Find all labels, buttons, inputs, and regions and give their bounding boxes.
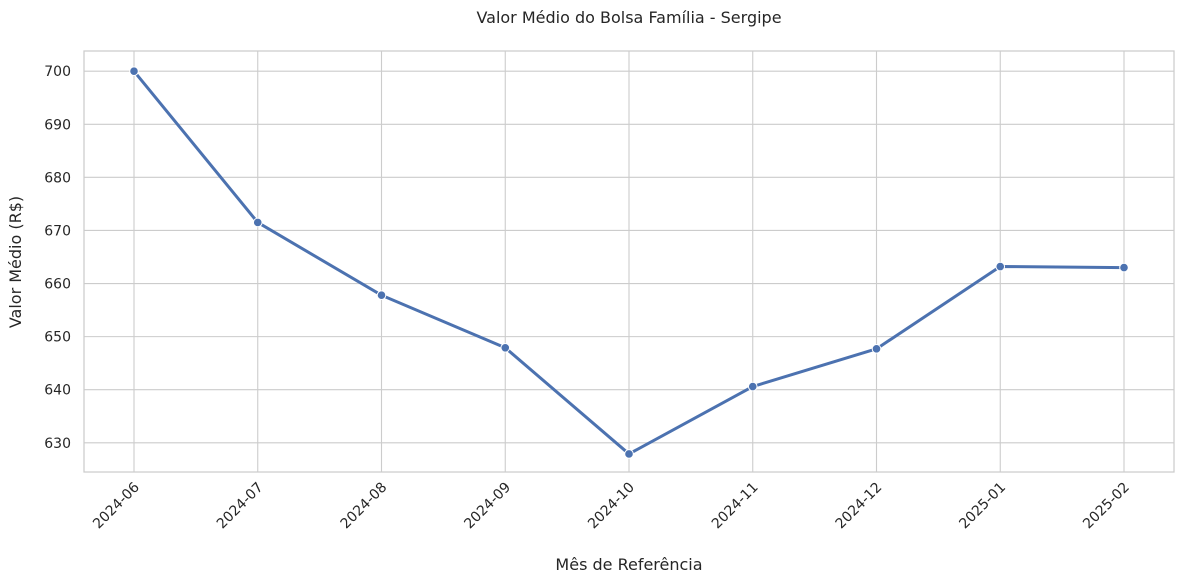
y-tick-label: 690 [44, 117, 71, 133]
y-tick-label: 700 [44, 64, 71, 80]
x-tick-label: 2024-11 [709, 480, 762, 533]
x-tick-label: 2024-08 [338, 480, 391, 533]
x-tick-label: 2024-12 [833, 480, 886, 533]
data-point [252, 217, 263, 228]
data-point [871, 344, 882, 354]
data-point [129, 66, 139, 76]
x-tick-label: 2024-07 [214, 480, 267, 533]
x-axis-label: Mês de Referência [555, 555, 702, 574]
data-point [995, 261, 1006, 272]
x-tick-label: 2025-02 [1080, 480, 1133, 533]
x-tick-label: 2024-06 [90, 479, 143, 532]
data-point [747, 381, 758, 392]
y-tick-label: 680 [44, 170, 71, 186]
data-point [1119, 262, 1129, 273]
data-point [376, 290, 387, 301]
x-tick-label: 2024-10 [585, 480, 638, 533]
data-point [500, 342, 511, 353]
x-gridlines [133, 51, 1125, 472]
series-layer [129, 66, 1129, 459]
plot-frame [83, 50, 1175, 473]
y-tick-label: 660 [44, 277, 71, 293]
chart-title: Valor Médio do Bolsa Família - Sergipe [476, 8, 781, 27]
y-tick-labels: 630 640 650 660 670 680 690 700 [44, 64, 71, 452]
y-axis-label: Valor Médio (R$) [6, 196, 25, 328]
y-gridlines [84, 70, 1174, 444]
y-tick-label: 650 [44, 330, 71, 346]
y-tick-label: 640 [44, 383, 71, 399]
x-tick-label: 2025-01 [956, 480, 1009, 533]
x-tick-labels: 2024-06 2024-07 2024-08 2024-09 2024-10 2024-… [90, 479, 1133, 532]
y-tick-label: 630 [44, 436, 71, 452]
y-tick-label: 670 [44, 223, 71, 239]
data-point [624, 449, 634, 459]
x-tick-label: 2024-09 [461, 480, 514, 533]
